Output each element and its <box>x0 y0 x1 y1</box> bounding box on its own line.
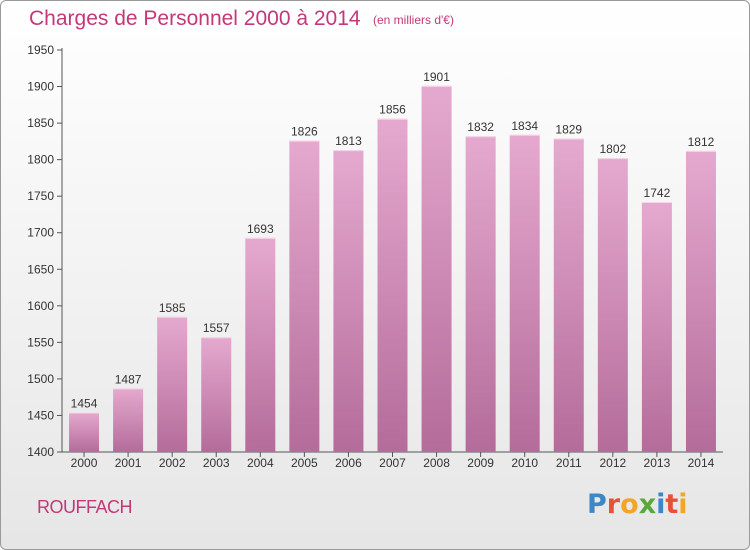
bar-2014 <box>685 150 716 452</box>
data-label: 1487 <box>115 372 142 386</box>
chart-subtitle: (en milliers d'€) <box>373 13 454 27</box>
x-tick-label: 2006 <box>335 456 362 470</box>
bar-2012 <box>597 158 628 452</box>
data-label: 1802 <box>599 142 626 156</box>
data-label: 1856 <box>379 103 406 117</box>
data-label: 1557 <box>203 321 230 335</box>
bar-2003 <box>201 337 232 452</box>
x-tick-label: 2001 <box>115 456 142 470</box>
bar-2000 <box>69 412 100 452</box>
bar-2010 <box>509 134 540 452</box>
chart-title: Charges de Personnel 2000 à 2014 <box>29 7 361 30</box>
bar-2008 <box>421 85 452 452</box>
bar-2011 <box>553 138 584 452</box>
y-tick-label: 1800 <box>27 153 54 167</box>
x-tick-label: 2002 <box>159 456 186 470</box>
y-tick-label: 1600 <box>27 299 54 313</box>
y-tick-label: 1450 <box>27 408 54 422</box>
data-label: 1813 <box>335 134 362 148</box>
y-tick-label: 1400 <box>27 445 54 459</box>
logo-letter: o <box>620 489 639 520</box>
bar-2009 <box>465 136 496 453</box>
x-tick-label: 2000 <box>71 456 98 470</box>
x-tick-label: 2014 <box>688 456 715 470</box>
y-tick-label: 1900 <box>27 80 54 94</box>
logo-letter: i <box>656 489 666 520</box>
logo-letter: r <box>606 489 621 520</box>
y-tick-label: 1750 <box>27 189 54 203</box>
x-tick-label: 2009 <box>467 456 494 470</box>
y-tick-label: 1850 <box>27 116 54 130</box>
data-label: 1834 <box>511 119 538 133</box>
bar-2001 <box>113 388 144 452</box>
bar-2013 <box>641 202 672 452</box>
data-label: 1585 <box>159 301 186 315</box>
data-label: 1812 <box>688 135 715 149</box>
data-label: 1829 <box>555 122 582 136</box>
logo-letter: t <box>665 489 679 520</box>
bar-2002 <box>157 316 188 452</box>
data-label: 1832 <box>467 120 494 134</box>
data-label: 1826 <box>291 125 318 139</box>
x-tick-label: 2011 <box>556 456 582 470</box>
logo-letter: P <box>587 489 607 520</box>
proxiti-logo: Proxiti <box>587 489 688 520</box>
x-tick-label: 2003 <box>203 456 230 470</box>
data-label: 1901 <box>423 70 450 84</box>
bar-2007 <box>377 118 408 453</box>
data-label: 1454 <box>71 397 98 411</box>
x-tick-label: 2004 <box>247 456 274 470</box>
x-tick-label: 2013 <box>644 456 671 470</box>
x-tick-label: 2007 <box>379 456 406 470</box>
x-tick-label: 2005 <box>291 456 318 470</box>
x-tick-label: 2008 <box>423 456 450 470</box>
city-name: ROUFFACH <box>37 497 133 517</box>
y-tick-label: 1500 <box>27 372 54 386</box>
y-tick-label: 1700 <box>27 226 54 240</box>
x-tick-label: 2010 <box>511 456 538 470</box>
logo-letter: x <box>638 489 657 520</box>
bar-2006 <box>333 150 364 452</box>
bar-2005 <box>289 140 320 452</box>
y-tick-label: 1950 <box>27 43 54 57</box>
y-tick-label: 1650 <box>27 262 54 276</box>
x-tick-label: 2012 <box>599 456 626 470</box>
data-label: 1693 <box>247 222 274 236</box>
logo-letter: i <box>678 489 688 520</box>
y-tick-label: 1550 <box>27 335 54 349</box>
bar-2004 <box>245 237 276 452</box>
data-label: 1742 <box>644 186 671 200</box>
